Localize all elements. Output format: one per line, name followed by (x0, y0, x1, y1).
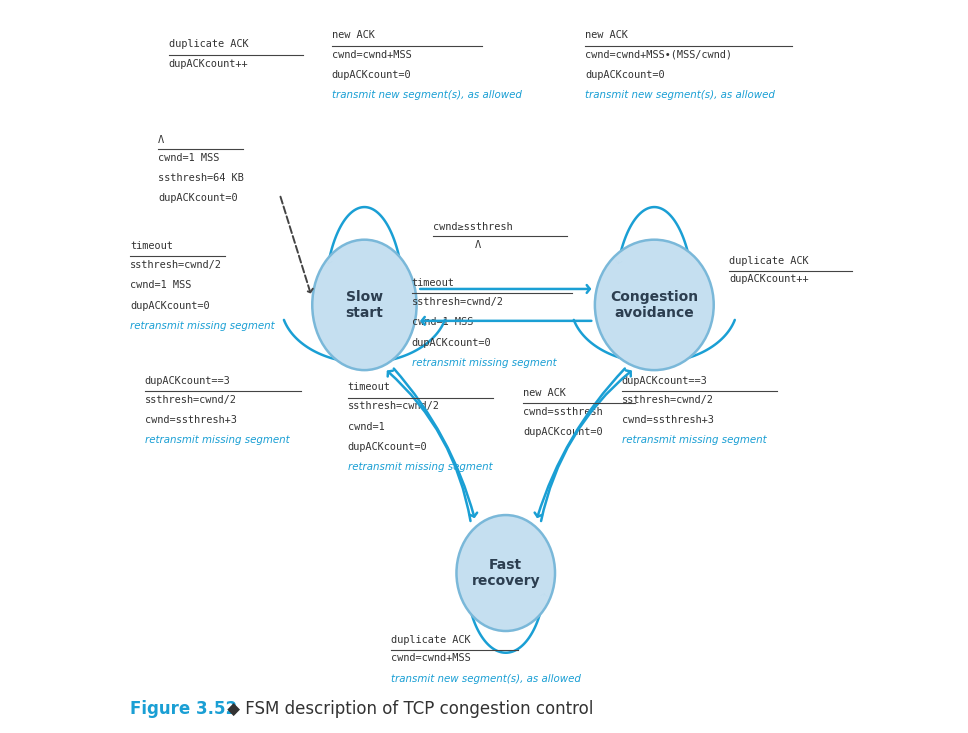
Text: cwnd=cwnd+MSS: cwnd=cwnd+MSS (332, 50, 411, 60)
Text: cwnd=1 MSS: cwnd=1 MSS (131, 280, 192, 290)
Text: dupACKcount==3: dupACKcount==3 (145, 376, 230, 386)
Text: ◆ FSM description of TCP congestion control: ◆ FSM description of TCP congestion cont… (222, 700, 593, 718)
Text: dupACKcount=0: dupACKcount=0 (348, 442, 428, 452)
Text: cwnd=cwnd+MSS: cwnd=cwnd+MSS (391, 653, 470, 663)
Text: Fast
recovery: Fast recovery (471, 558, 540, 588)
Text: ssthresh=64 KB: ssthresh=64 KB (158, 173, 244, 183)
Text: cwnd=1 MSS: cwnd=1 MSS (158, 152, 219, 163)
Text: duplicate ACK: duplicate ACK (391, 635, 470, 644)
Text: Slow
start: Slow start (346, 290, 383, 320)
Text: cwnd=1 MSS: cwnd=1 MSS (411, 317, 472, 327)
Text: Congestion
avoidance: Congestion avoidance (610, 290, 698, 320)
Text: dupACKcount==3: dupACKcount==3 (621, 376, 708, 386)
Text: new ACK: new ACK (332, 30, 375, 40)
Text: duplicate ACK: duplicate ACK (168, 39, 249, 49)
Text: ssthresh=cwnd/2: ssthresh=cwnd/2 (348, 401, 439, 411)
Text: transmit new segment(s), as allowed: transmit new segment(s), as allowed (391, 674, 581, 684)
Text: cwnd=ssthresh+3: cwnd=ssthresh+3 (145, 415, 237, 425)
Text: cwnd≥ssthresh: cwnd≥ssthresh (434, 221, 513, 232)
Text: timeout: timeout (411, 278, 454, 288)
Text: dupACKcount=0: dupACKcount=0 (586, 70, 665, 80)
Text: dupACKcount=0: dupACKcount=0 (158, 194, 237, 203)
Text: retransmit missing segment: retransmit missing segment (131, 321, 275, 331)
Text: ssthresh=cwnd/2: ssthresh=cwnd/2 (145, 395, 237, 405)
Text: dupACKcount=0: dupACKcount=0 (131, 301, 210, 311)
Text: Figure 3.52: Figure 3.52 (131, 700, 237, 718)
Text: ssthresh=cwnd/2: ssthresh=cwnd/2 (131, 260, 223, 270)
Ellipse shape (457, 515, 555, 631)
Text: Λ: Λ (158, 135, 164, 144)
Text: new ACK: new ACK (523, 388, 566, 398)
Text: dupACKcount=0: dupACKcount=0 (523, 427, 603, 438)
Text: cwnd=ssthresh+3: cwnd=ssthresh+3 (621, 415, 713, 425)
Text: retransmit missing segment: retransmit missing segment (145, 435, 289, 446)
Text: cwnd=cwnd+MSS•(MSS/cwnd): cwnd=cwnd+MSS•(MSS/cwnd) (586, 50, 733, 60)
Text: ssthresh=cwnd/2: ssthresh=cwnd/2 (621, 395, 713, 405)
Text: dupACKcount++: dupACKcount++ (729, 274, 808, 284)
Text: duplicate ACK: duplicate ACK (729, 256, 808, 265)
Text: transmit new segment(s), as allowed: transmit new segment(s), as allowed (332, 90, 522, 100)
Ellipse shape (313, 240, 416, 370)
Text: transmit new segment(s), as allowed: transmit new segment(s), as allowed (586, 90, 775, 100)
Text: timeout: timeout (348, 383, 391, 392)
Text: cwnd=ssthresh: cwnd=ssthresh (523, 407, 603, 417)
Text: dupACKcount=0: dupACKcount=0 (411, 337, 491, 347)
Text: dupACKcount=0: dupACKcount=0 (332, 70, 411, 80)
Text: Λ: Λ (474, 240, 481, 250)
Text: new ACK: new ACK (586, 30, 628, 40)
Text: retransmit missing segment: retransmit missing segment (411, 358, 557, 368)
Text: timeout: timeout (131, 241, 173, 251)
Text: dupACKcount++: dupACKcount++ (168, 59, 249, 68)
Text: ssthresh=cwnd/2: ssthresh=cwnd/2 (411, 297, 503, 307)
Text: retransmit missing segment: retransmit missing segment (621, 435, 767, 446)
Ellipse shape (595, 240, 713, 370)
Text: retransmit missing segment: retransmit missing segment (348, 462, 493, 472)
Text: cwnd=1: cwnd=1 (348, 421, 384, 432)
